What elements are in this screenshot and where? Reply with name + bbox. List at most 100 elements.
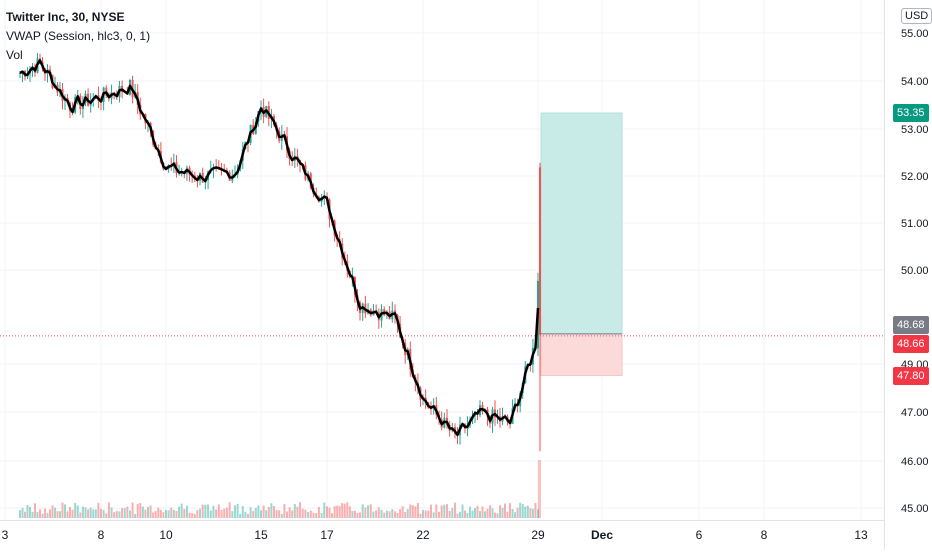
volume-bar [509,503,511,518]
volume-bar [79,512,82,518]
volume-bar [136,503,139,518]
volume-bar [129,510,131,518]
time-scale[interactable] [0,520,884,551]
volume-bar [494,512,496,518]
price-tick-label: 55.00 [901,28,929,40]
volume-bar [34,503,36,518]
volume-bar [296,506,299,518]
volume-bar [94,509,97,518]
volume-bar [422,509,424,518]
volume-bar [323,502,326,518]
volume-bar [348,506,351,518]
volume-bar [469,506,471,518]
volume-bar [159,509,162,518]
volume-bar [506,511,509,518]
price-scale[interactable] [884,0,932,550]
volume-bar [338,506,341,518]
volume-bar [107,502,110,518]
volume-bar [537,509,539,518]
volume-bar [326,506,328,518]
volume-bar [471,510,474,518]
volume-bar [172,509,175,518]
volume-bar [406,509,409,518]
volume-bar [383,512,386,518]
volume-bar [247,513,249,518]
volume-bar [46,512,49,518]
volume-bar [257,505,260,518]
volume-bar [54,507,56,518]
currency-badge[interactable]: USD [901,8,932,24]
volume-bar [220,509,223,518]
volume-bar [388,511,391,518]
volume-bar [476,505,479,518]
volume-bar [440,505,443,518]
symbol-title[interactable]: Twitter Inc, 30, NYSE [6,10,125,24]
volume-bar [209,510,212,518]
volume-bar [328,507,331,518]
volume-bar [69,506,71,518]
volume-bar [89,507,92,518]
volume-bar [380,509,383,518]
volume-bar [459,511,461,518]
volume-bar [185,505,188,518]
volume-bar [353,510,356,518]
last-price-tag: 48.66 [893,334,929,353]
volume-bar [118,511,121,518]
volume-bar [64,504,66,518]
volume-bar [474,508,476,518]
volume-bar [121,508,124,518]
volume-bar [234,505,236,518]
volume-bar [432,512,435,518]
volume-bar [223,508,226,518]
volume-bar [41,513,44,518]
volume-bar [524,506,527,518]
time-tick-label: 8 [98,528,105,542]
volume-bar [102,509,105,518]
volume-bar [331,513,334,518]
volume-bar [286,511,288,518]
volume-bar [74,502,77,518]
volume-bar [320,513,323,518]
volume-bar [275,509,278,518]
volume-bar [193,513,196,518]
volume-bar [134,513,137,518]
volume-bar [199,508,201,518]
volume-bar [531,508,534,518]
volume-bar [391,509,394,518]
volume-bar [461,504,464,518]
volume-bar [411,505,414,518]
time-tick-label: 15 [254,528,268,542]
volume-bar [141,506,144,518]
volume-bar [84,507,87,518]
volume-bar [283,504,286,518]
volume-bar [304,509,307,518]
volume-bar [504,503,506,518]
volume-bar [521,504,524,518]
time-tick-label: 10 [159,528,173,542]
volume-bar [427,510,430,518]
volume-bar [44,508,46,518]
volume-bar [430,504,432,518]
vwap-indicator-label[interactable]: VWAP (Session, hlc3, 0, 1) [6,29,151,43]
volume-bar [346,502,349,518]
price-tick-label: 47.00 [901,407,929,419]
volume-bar [51,505,54,518]
volume-bar [273,505,275,518]
chart-legend: Twitter Inc, 30, NYSE VWAP (Session, hlc… [6,8,150,65]
volume-bar [149,505,152,518]
volume-bar [56,511,59,518]
volume-bar [144,509,147,518]
volume-bar [241,506,244,518]
volume-indicator-label[interactable]: Vol [6,48,23,62]
volume-bar [154,510,157,518]
volume-bar [375,510,378,518]
volume-bar [312,512,315,518]
volume-bar [526,505,529,518]
volume-bar [516,507,519,518]
volume-bar [534,502,537,518]
time-tick-label: 22 [416,528,430,542]
volume-bar [399,508,402,518]
volume-bar [464,510,466,518]
